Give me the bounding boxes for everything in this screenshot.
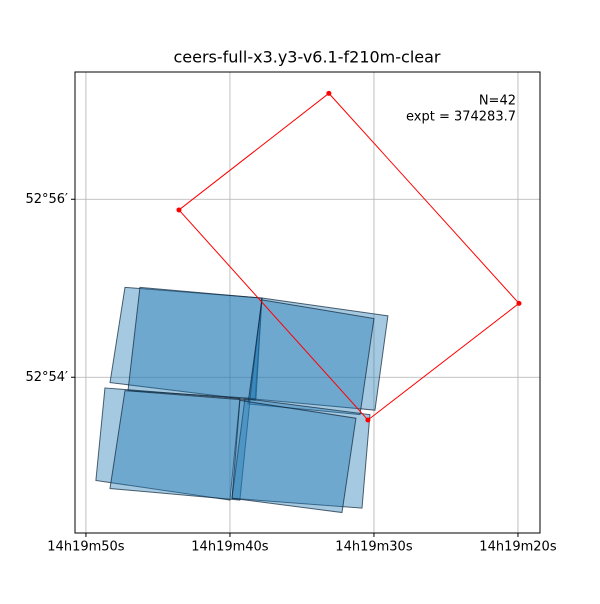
- plot-frame: [74, 71, 541, 534]
- footprint: [109, 390, 251, 501]
- x-tick-label: 14h19m50s: [47, 540, 125, 555]
- x-tick-label: 14h19m30s: [335, 540, 413, 555]
- y-tick-label: 52°56′: [25, 192, 68, 207]
- outline-vertex: [365, 417, 371, 423]
- y-tick-label: 52°54′: [25, 370, 68, 385]
- footprint: [231, 398, 371, 509]
- outline-vertex: [326, 90, 332, 96]
- footprint: [127, 286, 263, 400]
- x-tick-label: 14h19m20s: [479, 540, 557, 555]
- annotation: expt = 374283.7: [406, 110, 516, 125]
- footprint: [231, 399, 357, 514]
- footprint: [95, 387, 241, 501]
- chart-title: ceers-full-x3.y3-v6.1-f210m-clear: [173, 48, 440, 67]
- footprint: [249, 297, 389, 411]
- x-tick-label: 14h19m40s: [191, 540, 269, 555]
- annotation: N=42: [479, 94, 516, 109]
- outline-vertex: [516, 300, 522, 306]
- outline-vertex: [176, 207, 182, 213]
